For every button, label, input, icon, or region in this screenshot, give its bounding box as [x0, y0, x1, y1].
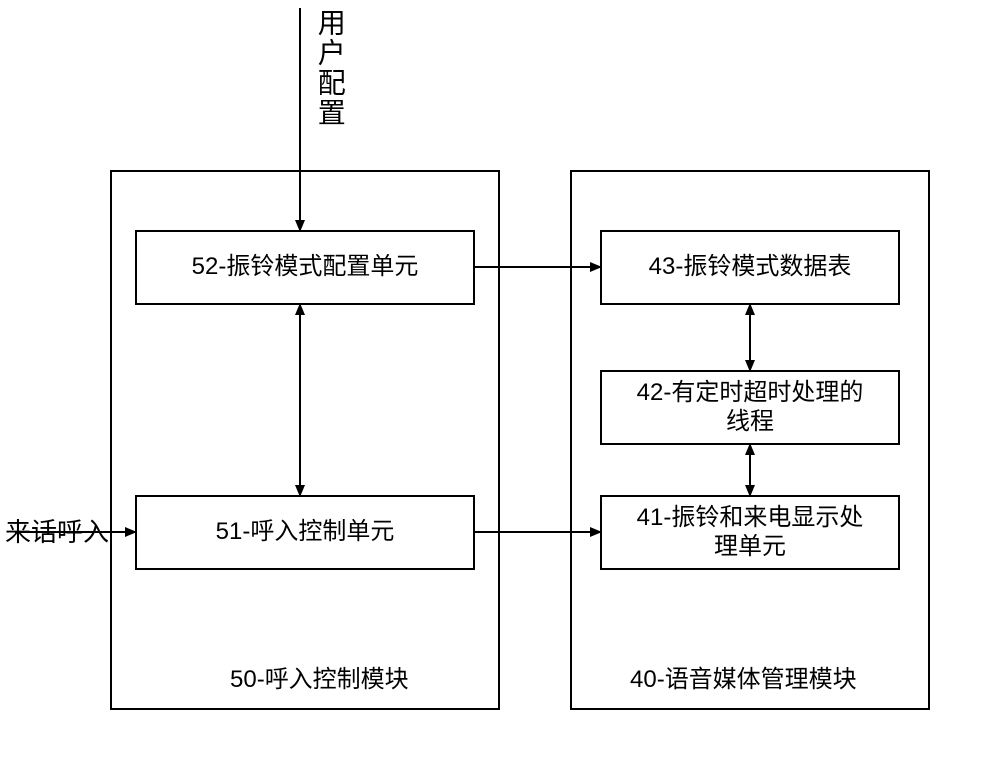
unit-label-u43: 43-振铃模式数据表: [649, 253, 852, 282]
unit-label-u52: 52-振铃模式配置单元: [192, 253, 419, 282]
unit-u52: 52-振铃模式配置单元: [135, 230, 475, 305]
unit-u43: 43-振铃模式数据表: [600, 230, 900, 305]
unit-u41: 41-振铃和来电显示处 理单元: [600, 495, 900, 570]
module-label-media: 40-语音媒体管理模块: [630, 665, 857, 695]
unit-u42: 42-有定时超时处理的 线程: [600, 370, 900, 445]
unit-label-u51: 51-呼入控制单元: [216, 518, 395, 547]
unit-label-u41: 41-振铃和来电显示处 理单元: [637, 504, 864, 562]
label-user-config: 用户配置: [314, 8, 345, 128]
label-incoming-call: 来话呼入: [5, 516, 109, 549]
unit-label-u42: 42-有定时超时处理的 线程: [637, 379, 864, 437]
module-label-call_in: 50-呼入控制模块: [230, 665, 409, 695]
unit-u51: 51-呼入控制单元: [135, 495, 475, 570]
